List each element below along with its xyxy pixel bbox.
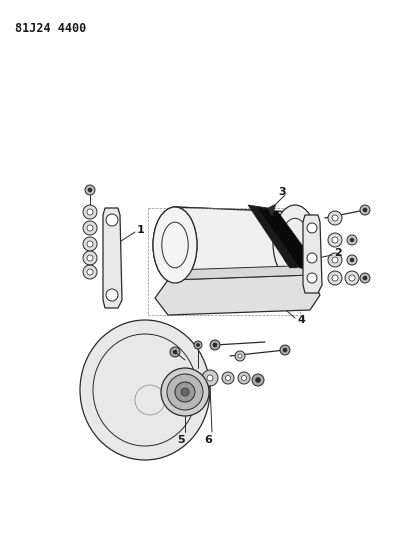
Text: 1: 1 bbox=[137, 225, 145, 235]
Circle shape bbox=[170, 347, 180, 357]
Circle shape bbox=[252, 374, 264, 386]
Circle shape bbox=[83, 237, 97, 251]
Circle shape bbox=[260, 282, 270, 292]
Circle shape bbox=[363, 208, 367, 212]
Circle shape bbox=[347, 235, 357, 245]
Circle shape bbox=[283, 348, 287, 352]
Polygon shape bbox=[258, 208, 320, 270]
Circle shape bbox=[222, 372, 234, 384]
Circle shape bbox=[110, 253, 114, 257]
Circle shape bbox=[180, 285, 190, 295]
Polygon shape bbox=[168, 265, 320, 280]
Circle shape bbox=[360, 273, 370, 283]
Circle shape bbox=[175, 382, 195, 402]
Circle shape bbox=[226, 376, 230, 381]
Circle shape bbox=[87, 269, 93, 275]
Circle shape bbox=[106, 289, 118, 301]
Circle shape bbox=[360, 205, 370, 215]
Circle shape bbox=[328, 211, 342, 225]
Circle shape bbox=[88, 188, 92, 192]
Circle shape bbox=[332, 275, 338, 281]
Text: 5: 5 bbox=[177, 435, 185, 445]
Circle shape bbox=[87, 255, 93, 261]
Text: 4: 4 bbox=[297, 315, 305, 325]
Circle shape bbox=[307, 273, 317, 283]
Circle shape bbox=[83, 205, 97, 219]
Circle shape bbox=[106, 214, 118, 226]
Circle shape bbox=[332, 237, 338, 243]
Circle shape bbox=[350, 258, 354, 262]
Circle shape bbox=[85, 185, 95, 195]
Circle shape bbox=[218, 286, 222, 290]
Circle shape bbox=[181, 388, 189, 396]
Circle shape bbox=[167, 374, 203, 410]
Polygon shape bbox=[268, 204, 276, 216]
Circle shape bbox=[290, 265, 300, 275]
Circle shape bbox=[210, 340, 220, 350]
Circle shape bbox=[165, 210, 175, 220]
Ellipse shape bbox=[273, 205, 317, 281]
Circle shape bbox=[87, 241, 93, 247]
Circle shape bbox=[83, 251, 97, 265]
Circle shape bbox=[328, 253, 342, 267]
Circle shape bbox=[332, 257, 338, 263]
Circle shape bbox=[83, 221, 97, 235]
Circle shape bbox=[307, 223, 317, 233]
Circle shape bbox=[107, 250, 117, 260]
Circle shape bbox=[332, 215, 338, 221]
Circle shape bbox=[263, 285, 267, 289]
Circle shape bbox=[161, 368, 209, 416]
Polygon shape bbox=[303, 215, 322, 293]
Circle shape bbox=[347, 255, 357, 265]
Polygon shape bbox=[248, 205, 310, 268]
Polygon shape bbox=[175, 207, 295, 283]
Ellipse shape bbox=[153, 207, 197, 283]
Circle shape bbox=[238, 372, 250, 384]
Circle shape bbox=[256, 377, 260, 382]
Circle shape bbox=[202, 370, 218, 386]
Circle shape bbox=[293, 268, 297, 272]
Circle shape bbox=[350, 238, 354, 242]
Circle shape bbox=[235, 351, 245, 361]
Circle shape bbox=[168, 213, 172, 217]
Circle shape bbox=[363, 276, 367, 280]
Circle shape bbox=[83, 265, 97, 279]
Ellipse shape bbox=[153, 207, 197, 283]
Circle shape bbox=[345, 271, 359, 285]
Polygon shape bbox=[103, 208, 122, 308]
Circle shape bbox=[207, 375, 213, 381]
Circle shape bbox=[280, 345, 290, 355]
Circle shape bbox=[307, 253, 317, 263]
Circle shape bbox=[238, 354, 242, 358]
Circle shape bbox=[242, 376, 246, 381]
Circle shape bbox=[290, 213, 300, 223]
Circle shape bbox=[349, 275, 355, 281]
Circle shape bbox=[194, 341, 202, 349]
Circle shape bbox=[295, 282, 305, 292]
Text: 6: 6 bbox=[204, 435, 212, 445]
Circle shape bbox=[298, 285, 302, 289]
Text: 81J24 4400: 81J24 4400 bbox=[15, 22, 86, 35]
Circle shape bbox=[173, 350, 177, 354]
Circle shape bbox=[328, 233, 342, 247]
Text: 3: 3 bbox=[278, 187, 286, 197]
Circle shape bbox=[215, 283, 225, 293]
Text: 2: 2 bbox=[334, 248, 342, 258]
Circle shape bbox=[196, 343, 200, 346]
Ellipse shape bbox=[80, 320, 210, 460]
Circle shape bbox=[213, 343, 217, 347]
Circle shape bbox=[328, 271, 342, 285]
Circle shape bbox=[87, 209, 93, 215]
Circle shape bbox=[293, 216, 297, 220]
Circle shape bbox=[87, 225, 93, 231]
Circle shape bbox=[183, 288, 187, 292]
Polygon shape bbox=[155, 275, 320, 315]
